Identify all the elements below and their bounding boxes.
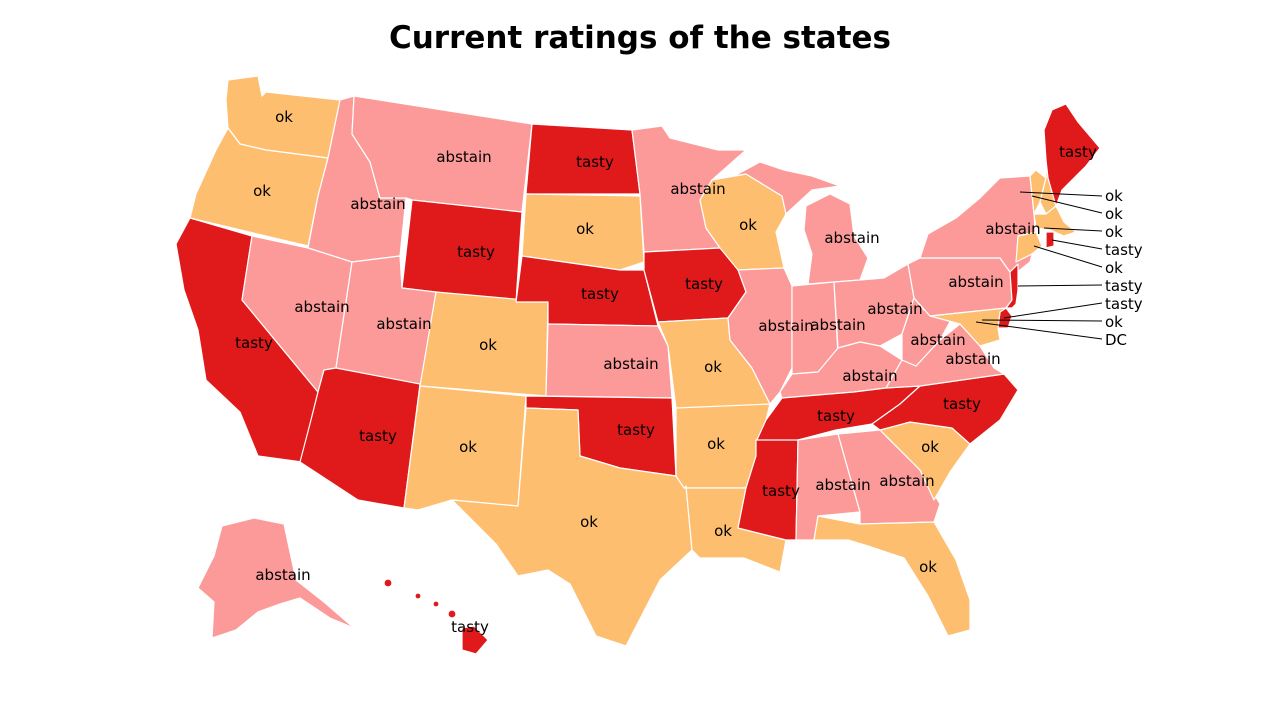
callout-line-dc [975,321,1103,340]
state-il[interactable] [727,267,793,405]
state-label-wv: abstain [910,331,965,349]
state-label-ok: tasty [617,421,655,439]
state-label-ky: abstain [842,367,897,385]
callout-label-ma: ok [1105,223,1123,241]
state-hi-islet-4[interactable] [447,609,457,619]
state-label-la: ok [714,522,732,540]
state-label-ny: abstain [985,220,1040,238]
callout-label-dc: DC [1105,331,1127,349]
state-hi[interactable] [461,625,489,655]
callout-label-nj: tasty [1105,277,1143,295]
state-label-ga: abstain [879,472,934,490]
state-hi-islet-3[interactable] [432,600,440,608]
state-nj[interactable] [1005,263,1019,309]
state-ks[interactable] [545,323,673,399]
state-mt[interactable] [351,95,533,213]
callout-line-ct [1033,245,1103,268]
state-label-tn: tasty [817,407,855,425]
state-label-mi: abstain [824,229,879,247]
state-label-ar: ok [707,435,725,453]
state-ak[interactable] [197,517,355,639]
callout-line-ma [1043,227,1103,232]
state-label-ia: tasty [685,275,723,293]
state-label-oh: abstain [867,300,922,318]
state-label-nm: ok [459,438,477,456]
callout-line-nh [1031,195,1103,214]
state-label-fl: ok [919,558,937,576]
state-hi-islet-2[interactable] [414,592,422,600]
state-label-ne: tasty [581,285,619,303]
state-label-ak: abstain [255,566,310,584]
state-label-wi: ok [739,216,757,234]
state-label-mt: abstain [436,148,491,166]
state-label-mn: abstain [670,180,725,198]
state-label-va: abstain [945,350,1000,368]
callout-line-vt [1019,191,1103,197]
callout-line-ri [1051,239,1103,250]
callout-label-ri: tasty [1105,241,1143,259]
state-nc[interactable] [871,373,1019,445]
callout-line-md [981,319,1103,322]
state-label-hi: tasty [451,618,489,636]
state-label-me: tasty [1059,143,1097,161]
state-me[interactable] [1043,103,1101,207]
state-label-nd: tasty [576,153,614,171]
state-ct[interactable] [1015,231,1043,263]
state-ri[interactable] [1045,231,1055,249]
state-label-ms: tasty [762,482,800,500]
state-label-sc: ok [921,438,939,456]
state-tx[interactable] [451,407,693,647]
state-label-pa: abstain [948,273,1003,291]
callout-label-nh: ok [1105,205,1123,223]
state-label-id: abstain [350,195,405,213]
state-label-az: tasty [359,427,397,445]
state-label-co: ok [479,336,497,354]
state-mi[interactable] [733,161,841,215]
state-hi-islet-1[interactable] [383,578,393,588]
state-sd[interactable] [521,193,645,271]
callout-label-vt: ok [1105,187,1123,205]
state-mi-lower[interactable] [803,193,869,285]
callout-label-ct: ok [1105,259,1123,277]
state-label-al: abstain [815,476,870,494]
state-label-wy: tasty [457,243,495,261]
state-label-or: ok [253,182,271,200]
state-label-in: abstain [810,316,865,334]
state-label-wa: ok [275,108,293,126]
state-md[interactable] [929,307,1007,347]
state-label-tx: ok [580,513,598,531]
state-label-sd: ok [576,220,594,238]
map-title: Current ratings of the states [388,20,892,56]
state-label-ks: abstain [603,355,658,373]
callout-line-nj [1017,284,1103,287]
state-label-ca: tasty [235,334,273,352]
state-label-ut: abstain [376,315,431,333]
callout-line-de [1003,302,1103,319]
state-label-il: abstain [758,317,813,335]
state-fl[interactable] [813,515,971,637]
callout-label-de: tasty [1105,295,1143,313]
state-label-nc: tasty [943,395,981,413]
state-label-nv: abstain [294,298,349,316]
callout-label-md: ok [1105,313,1123,331]
state-label-mo: ok [704,358,722,376]
